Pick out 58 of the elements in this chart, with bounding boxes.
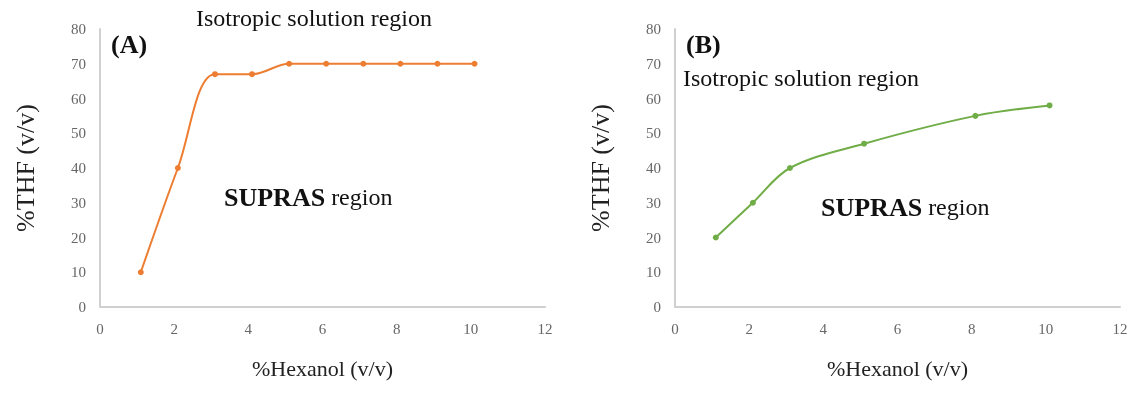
point — [137, 269, 144, 276]
y-tick-label: 30 — [646, 194, 661, 211]
x-tick-label: 8 — [967, 320, 976, 337]
y-tick-label: 10 — [71, 264, 86, 281]
annotation: Isotropic solution region — [196, 5, 432, 31]
x-tick-label: 2 — [170, 320, 178, 337]
y-tick-label: 70 — [646, 55, 661, 72]
x-tick-label: 10 — [1038, 320, 1054, 337]
x-tick-label: 4 — [819, 320, 828, 337]
point — [712, 234, 719, 241]
x-tick-label: 0 — [96, 320, 104, 337]
y-axis-title: %THF (v/v) — [10, 104, 40, 232]
point — [360, 60, 367, 67]
x-axis-title: %Hexanol (v/v) — [251, 355, 394, 381]
x-tick-label: 6 — [893, 320, 902, 337]
point — [786, 165, 793, 171]
y-tick-label: 40 — [646, 160, 661, 176]
y-tick-label: 60 — [71, 90, 86, 107]
annotation: SUPRAS region — [821, 192, 990, 222]
point — [749, 199, 756, 206]
point — [434, 60, 441, 67]
x-tick-label: 10 — [463, 320, 479, 337]
point — [972, 112, 979, 119]
y-tick-label: 40 — [71, 160, 86, 176]
point — [397, 60, 404, 67]
y-tick-label: 20 — [646, 229, 661, 246]
y-tick-label: 0 — [78, 299, 86, 315]
y-tick-label: 50 — [71, 125, 86, 142]
y-tick-label: 10 — [646, 264, 661, 281]
x-tick-label: 8 — [392, 320, 401, 337]
x-axis-title: %Hexanol (v/v) — [826, 355, 969, 381]
x-tick-label: 0 — [671, 320, 679, 337]
annotation: Isotropic solution region — [683, 65, 919, 91]
point — [861, 140, 868, 147]
y-axis-title: %THF (v/v) — [585, 104, 615, 232]
point — [471, 60, 478, 67]
chart-title: (B) — [686, 29, 721, 59]
point — [211, 71, 218, 78]
x-tick-label: 12 — [1112, 320, 1128, 337]
y-tick-label: 50 — [646, 125, 661, 142]
y-tick-label: 30 — [71, 194, 86, 211]
point — [249, 71, 256, 78]
x-tick-label: 6 — [318, 320, 327, 337]
y-tick-label: 80 — [71, 21, 86, 37]
point — [1046, 102, 1053, 109]
x-tick-label: 4 — [244, 320, 253, 337]
x-tick-label: 12 — [537, 320, 553, 337]
chart-title: (A) — [111, 29, 148, 59]
y-tick-label: 0 — [653, 299, 661, 315]
x-tick-label: 2 — [745, 320, 753, 337]
point — [286, 60, 293, 67]
y-tick-label: 60 — [646, 90, 661, 107]
y-tick-label: 70 — [71, 55, 86, 72]
point — [323, 60, 330, 67]
y-tick-label: 20 — [71, 229, 86, 246]
y-tick-label: 80 — [646, 21, 661, 37]
annotation: SUPRAS region — [224, 182, 393, 212]
point — [174, 165, 181, 171]
